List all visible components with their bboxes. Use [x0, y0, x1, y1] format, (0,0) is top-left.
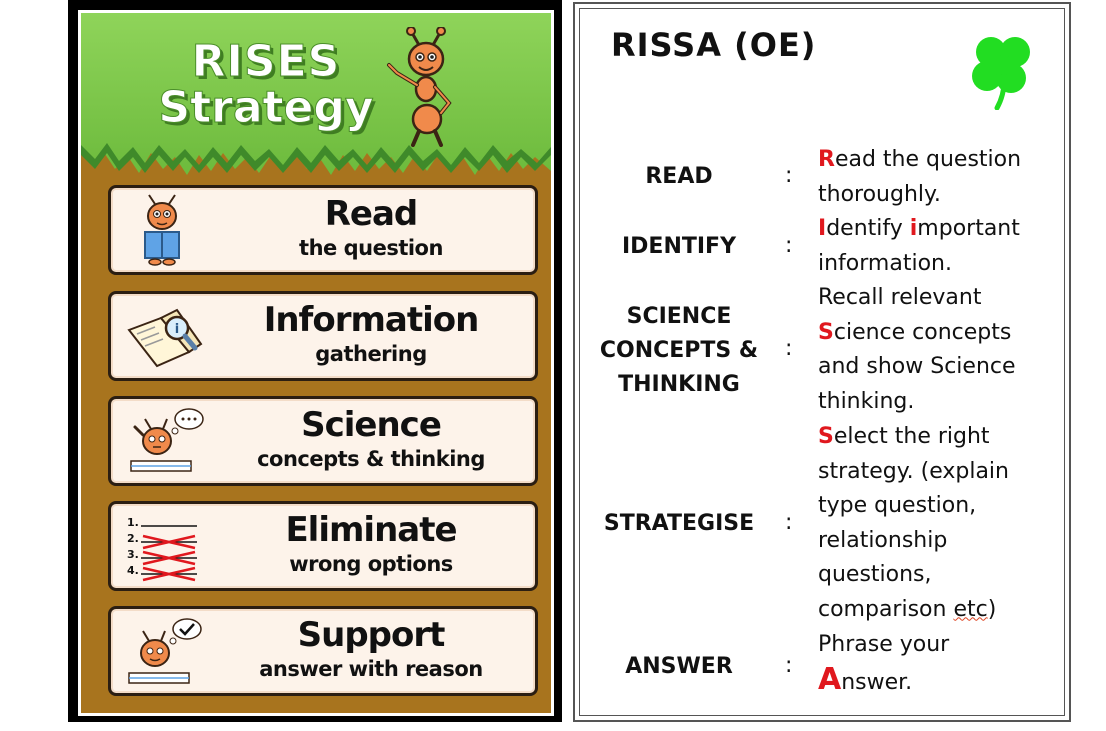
ant-checkmark-thought-icon [128, 618, 202, 684]
card-read: Read the question [108, 185, 538, 275]
row-answer-desc-line1: Phrase your [818, 632, 950, 657]
row-science-description: Recall relevant Science concepts and sho… [818, 281, 1058, 419]
row-identify-desc-rest: mportant [917, 216, 1020, 241]
ant-reading-book-icon [144, 194, 180, 266]
ant-thinking-icon [130, 408, 204, 472]
row-identify-desc-line2: information. [818, 250, 952, 276]
list-number-2: 2. [127, 532, 139, 545]
row-strategise-label: STRATEGISE [603, 511, 755, 536]
row-strategise-desc-line2: strategy. (explain [818, 458, 1009, 484]
card-support-subtitle: answer with reason [259, 657, 483, 681]
row-science-desc-line1: Recall relevant [818, 285, 982, 310]
card-eliminate-title: Eliminate [285, 510, 457, 550]
initial-i-small: i [909, 216, 918, 241]
row-strategise-desc-line6c: ) [987, 596, 997, 622]
card-information-subtitle: gathering [315, 342, 427, 366]
list-number-4: 4. [127, 564, 139, 577]
row-strategise-desc-line1: elect the right [833, 424, 990, 449]
poster-title-line2: Strategy [158, 82, 374, 133]
row-read-label: READ [645, 164, 713, 189]
row-identify-colon: : [785, 233, 793, 258]
card-support-title: Support [297, 615, 446, 655]
card-read-title: Read [324, 194, 419, 234]
four-leaf-clover-icon [972, 37, 1030, 110]
rissa-card: RISSA (OE) READ : Read the question thor… [573, 2, 1071, 722]
row-identify-label: IDENTIFY [621, 234, 737, 259]
row-answer-label: ANSWER [625, 654, 733, 679]
card-science: Science concepts & thinking [108, 396, 538, 486]
row-read-colon: : [785, 163, 793, 188]
rissa-card-frame [579, 8, 1065, 716]
row-science-label-line1: SCIENCE [626, 304, 732, 329]
row-strategise-desc-line6b: etc [953, 596, 988, 622]
row-strategise-desc-line4: relationship [818, 527, 948, 553]
row-science-label: SCIENCE CONCEPTS & THINKING [579, 300, 779, 402]
open-book-magnifier-icon: i [127, 308, 203, 368]
row-science-desc-line3: and show Science [818, 354, 1016, 379]
row-read-description: Read the question thoroughly. [818, 143, 1058, 212]
list-number-1: 1. [127, 516, 139, 529]
row-read-desc-line1: ead the question [834, 147, 1022, 172]
initial-a: A [818, 661, 842, 697]
row-strategise-desc-line6a: comparison [818, 596, 954, 622]
row-strategise-description: Select the right strategy. (explain type… [818, 420, 1058, 627]
row-science-label-line2: CONCEPTS & [599, 338, 759, 363]
poster-title-line1: RISES [191, 36, 341, 87]
rissa-title: RISSA (OE) [611, 26, 817, 64]
card-information: i Information gathering [108, 291, 538, 381]
list-number-3: 3. [127, 548, 139, 561]
poster-frame: RISES Strategy [78, 10, 554, 716]
svg-text:i: i [175, 322, 179, 337]
ant-mascot-icon [387, 27, 452, 147]
row-strategise-desc-line5: questions, [818, 562, 932, 587]
row-identify-desc-mid: dentify [826, 216, 910, 241]
crossed-out-list-icon: 1. 2. 3. 4. [127, 516, 197, 582]
initial-s: S [818, 319, 834, 345]
poster-title: RISES Strategy [136, 36, 396, 133]
row-science-desc-line2: cience concepts [833, 319, 1012, 345]
card-support: Support answer with reason [108, 606, 538, 696]
row-answer-description: Phrase your Answer. [818, 628, 1058, 700]
card-information-title: Information [263, 300, 480, 340]
row-answer-colon: : [785, 653, 793, 678]
initial-i: I [818, 216, 827, 241]
card-science-title: Science [301, 405, 442, 445]
row-answer-desc-line2: nswer. [841, 669, 913, 695]
initial-s2: S [818, 424, 834, 449]
row-science-desc-line4: thinking. [818, 388, 915, 414]
rises-poster: RISES Strategy [68, 0, 562, 722]
card-read-subtitle: the question [299, 236, 443, 260]
initial-r: R [818, 147, 835, 172]
row-identify-description: Identify important information. [818, 212, 1058, 281]
row-strategise-colon: : [785, 510, 793, 535]
card-science-subtitle: concepts & thinking [257, 447, 485, 471]
row-read-desc-line2: thoroughly. [818, 181, 941, 207]
row-science-colon: : [785, 336, 793, 361]
row-science-label-line3: THINKING [618, 372, 740, 397]
card-eliminate-subtitle: wrong options [289, 552, 453, 576]
card-eliminate: 1. 2. 3. 4. Eliminate wrong options [108, 501, 538, 591]
row-strategise-desc-line3: type question, [818, 493, 977, 518]
